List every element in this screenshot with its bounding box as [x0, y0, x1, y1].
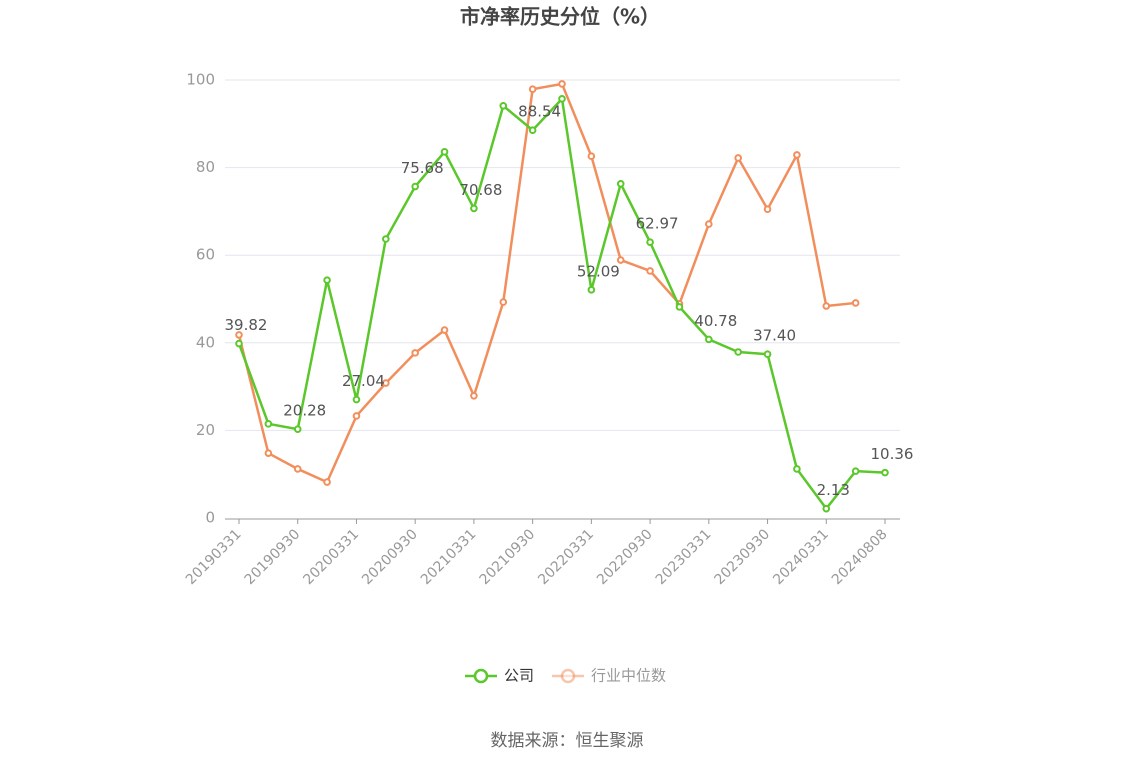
data-label: 88.54: [518, 103, 561, 121]
point: [558, 80, 566, 88]
series-line: [237, 96, 886, 511]
chart-title: 市净率历史分位（%）: [460, 5, 660, 29]
point: [235, 339, 243, 348]
x-tick-label: 20200930: [359, 526, 421, 588]
data-label: 75.68: [401, 159, 444, 177]
x-tick-label: 20190930: [242, 526, 304, 588]
point: [587, 286, 596, 294]
data-label: 2.13: [817, 481, 850, 499]
point: [411, 349, 419, 357]
point: [646, 267, 654, 275]
point: [499, 102, 508, 110]
data-label: 70.68: [459, 181, 502, 199]
point: [734, 348, 742, 356]
x-tick-label: 20240808: [829, 526, 891, 588]
point: [851, 467, 860, 475]
point: [851, 299, 860, 307]
data-label: 37.40: [753, 327, 796, 345]
source-note: 数据来源：恒生聚源: [491, 731, 644, 751]
point: [352, 412, 361, 420]
point: [323, 276, 331, 284]
x-tick-label: 20210331: [418, 526, 480, 588]
point: [411, 182, 419, 191]
point: [646, 238, 654, 246]
point: [558, 95, 566, 103]
data-label: 27.04: [342, 372, 385, 390]
x-tick-label: 20240331: [770, 526, 832, 588]
y-tick-label: 60: [196, 246, 215, 264]
point: [587, 152, 596, 161]
point: [734, 154, 742, 162]
series-line: [237, 82, 856, 484]
x-tick-label: 20230930: [711, 526, 773, 588]
point: [440, 326, 449, 334]
point: [793, 151, 801, 159]
point: [881, 468, 889, 477]
x-tick-label: 20210930: [477, 526, 539, 588]
point: [382, 379, 390, 387]
x-tick-label: 20220930: [594, 526, 656, 588]
x-tick-label: 20190331: [183, 526, 245, 588]
x-tick-label: 20200331: [300, 526, 362, 588]
point: [822, 504, 831, 513]
point: [528, 85, 537, 93]
legend-marker: [473, 668, 489, 684]
point: [793, 465, 801, 473]
point: [293, 425, 302, 433]
point: [705, 220, 713, 228]
point: [705, 335, 713, 344]
point: [763, 205, 772, 214]
point: [323, 478, 331, 486]
y-tick-label: 40: [196, 333, 215, 351]
point: [352, 395, 361, 404]
y-tick-label: 100: [186, 71, 215, 89]
x-tick-label: 20220331: [535, 526, 597, 588]
point: [675, 303, 684, 311]
point: [616, 256, 625, 264]
data-label: 39.82: [225, 316, 268, 334]
data-label: 20.28: [283, 402, 326, 420]
data-label: 52.09: [577, 262, 620, 280]
point: [470, 204, 478, 213]
y-tick-label: 80: [196, 158, 215, 176]
x-tick-label: 20230331: [653, 526, 715, 588]
point: [763, 350, 772, 358]
point: [264, 449, 273, 457]
point: [470, 391, 478, 400]
point: [235, 331, 243, 339]
data-label: 62.97: [636, 215, 679, 233]
point: [822, 302, 831, 310]
y-tick-label: 20: [196, 421, 215, 439]
point: [382, 235, 390, 243]
point: [293, 465, 302, 473]
y-tick-label: 0: [205, 509, 215, 527]
data-label: 40.78: [694, 312, 737, 330]
point: [440, 148, 449, 156]
legend-marker: [560, 668, 576, 684]
point: [499, 298, 508, 306]
point: [616, 180, 625, 188]
data-label: 10.36: [871, 445, 914, 463]
point: [528, 126, 537, 134]
point: [264, 420, 273, 428]
legend-label: 行业中位数: [591, 667, 666, 685]
legend-label: 公司: [504, 667, 534, 685]
